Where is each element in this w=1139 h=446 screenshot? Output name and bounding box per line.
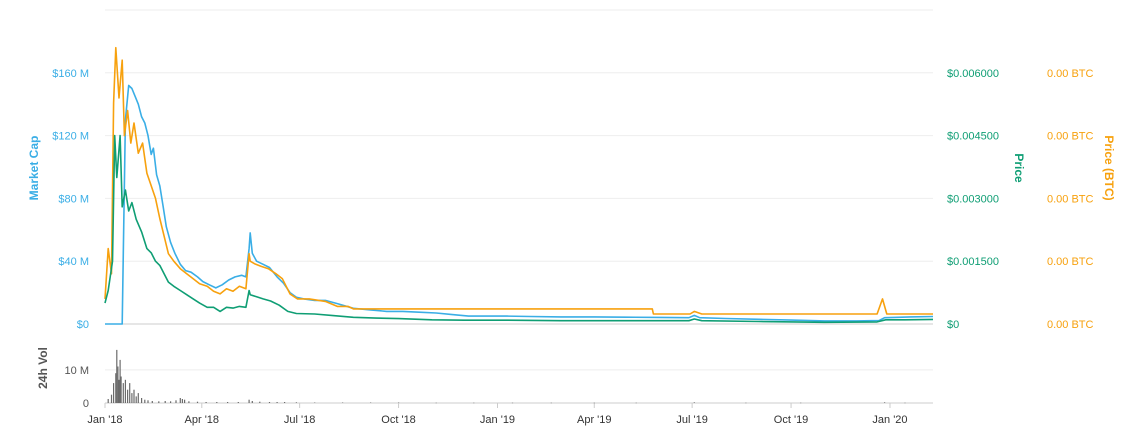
- volume-bar: [122, 383, 124, 403]
- volume-bar: [158, 401, 160, 403]
- volume-bar: [188, 401, 190, 403]
- market-cap-axis-label: Market Cap: [27, 136, 41, 201]
- x-tick-label: Apr '19: [577, 414, 612, 426]
- x-tick-label: Oct '19: [774, 414, 809, 426]
- volume-bar: [118, 379, 120, 403]
- volume-bar: [745, 402, 747, 404]
- volume-bar: [284, 402, 286, 403]
- market-cap-tick-label: $0: [77, 319, 89, 331]
- volume-bar: [181, 399, 183, 403]
- volume-bar: [216, 402, 218, 403]
- x-tick-label: Jul '19: [676, 414, 707, 426]
- volume-bar: [635, 402, 637, 404]
- volume-bar: [117, 366, 119, 403]
- volume-bar: [398, 402, 400, 403]
- volume-bar: [473, 402, 475, 404]
- volume-bar: [120, 376, 122, 403]
- volume-bar: [116, 349, 118, 403]
- volume-bar: [164, 401, 166, 403]
- volume-bar: [314, 402, 316, 403]
- volume-bar: [184, 399, 186, 403]
- x-tick-label: Jul '18: [284, 414, 315, 426]
- x-tick-label: Jan '19: [480, 414, 515, 426]
- volume-bar: [435, 402, 437, 404]
- volume-bar: [131, 393, 133, 403]
- volume-bar: [147, 400, 149, 403]
- price-tick-label: $0.004500: [947, 131, 999, 143]
- price-btc-tick-label: 0.00 BTC: [1047, 256, 1094, 268]
- volume-bar: [237, 402, 239, 403]
- volume-bar: [276, 402, 278, 403]
- volume-bar: [295, 402, 297, 403]
- volume-tick-label: 10 M: [65, 365, 89, 377]
- volume-bar: [511, 402, 514, 404]
- price-tick-label: $0.006000: [947, 68, 999, 80]
- x-tick-label: Jan '20: [872, 414, 907, 426]
- volume-bar: [107, 399, 109, 403]
- market-cap-tick-label: $80 M: [58, 193, 89, 205]
- volume-bar: [370, 402, 372, 403]
- market-cap-tick-label: $160 M: [52, 68, 89, 80]
- volume-bar: [268, 402, 271, 403]
- volume-bar: [115, 373, 117, 403]
- volume-bar: [196, 401, 199, 403]
- volume-bar: [800, 402, 802, 404]
- price-btc-tick-label: 0.00 BTC: [1047, 193, 1094, 205]
- x-tick-label: Oct '18: [381, 414, 416, 426]
- market-cap-tick-label: $40 M: [58, 256, 89, 268]
- x-tick-label: Apr '18: [185, 414, 220, 426]
- volume-bar: [137, 393, 139, 403]
- series-lines: [104, 46, 934, 325]
- price-btc-tick-label: 0.00 BTC: [1047, 131, 1094, 143]
- volume-bar: [693, 402, 695, 403]
- volume-bar: [342, 402, 344, 403]
- volume-bar: [259, 401, 261, 403]
- price-btc-tick-label: 0.00 BTC: [1047, 319, 1094, 331]
- volume-bar: [127, 389, 129, 403]
- price-tick-label: $0.001500: [947, 256, 999, 268]
- volume-bar: [884, 402, 886, 403]
- volume-bar: [135, 396, 137, 403]
- volume-bars: [107, 349, 906, 404]
- x-tick-label: Jan '18: [87, 414, 122, 426]
- volume-tick-label: 0: [83, 398, 89, 410]
- volume-bar: [251, 401, 253, 403]
- volume-axis-label: 24h Vol: [36, 347, 50, 389]
- volume-bar: [151, 401, 153, 403]
- volume-bar: [113, 383, 115, 403]
- volume-bar: [133, 389, 135, 403]
- volume-bar: [550, 402, 552, 404]
- market-cap-line: [105, 84, 934, 325]
- volume-bar: [248, 399, 250, 403]
- volume-bar: [110, 394, 113, 403]
- price-axis-label: Price: [1012, 153, 1026, 183]
- price-btc-line: [104, 46, 933, 315]
- price-btc-tick-label: 0.00 BTC: [1047, 68, 1094, 80]
- volume-bar: [175, 400, 177, 403]
- volume-bar: [144, 399, 146, 403]
- volume-bar: [129, 383, 131, 403]
- price-btc-axis-label: Price (BTC): [1102, 135, 1116, 200]
- price-line: [104, 134, 934, 324]
- gridlines: [105, 9, 933, 404]
- volume-bar: [170, 401, 172, 403]
- market-cap-tick-label: $120 M: [52, 131, 89, 143]
- volume-bar: [179, 398, 181, 403]
- volume-bar: [227, 402, 229, 403]
- volume-axis-ticks: 0 10 M: [65, 365, 89, 410]
- price-axis-ticks: $0 $0.001500 $0.003000 $0.004500 $0.006000: [947, 68, 999, 331]
- volume-bar: [904, 402, 906, 404]
- price-tick-label: $0.003000: [947, 193, 999, 205]
- volume-bar: [141, 398, 143, 403]
- volume-bar: [124, 379, 126, 403]
- volume-bar: [205, 402, 207, 403]
- price-btc-axis-ticks: 0.00 BTC 0.00 BTC 0.00 BTC 0.00 BTC 0.00 BTC: [1047, 68, 1094, 331]
- market-cap-axis-ticks: $0 $40 M $80 M $120 M $160 M: [52, 68, 89, 331]
- x-axis-ticks: Jan '18 Apr '18 Jul '18 Oct '18 Jan '19 Apr '…: [87, 403, 908, 426]
- volume-bar: [593, 402, 595, 404]
- price-tick-label: $0: [947, 319, 959, 331]
- volume-bar: [119, 359, 121, 403]
